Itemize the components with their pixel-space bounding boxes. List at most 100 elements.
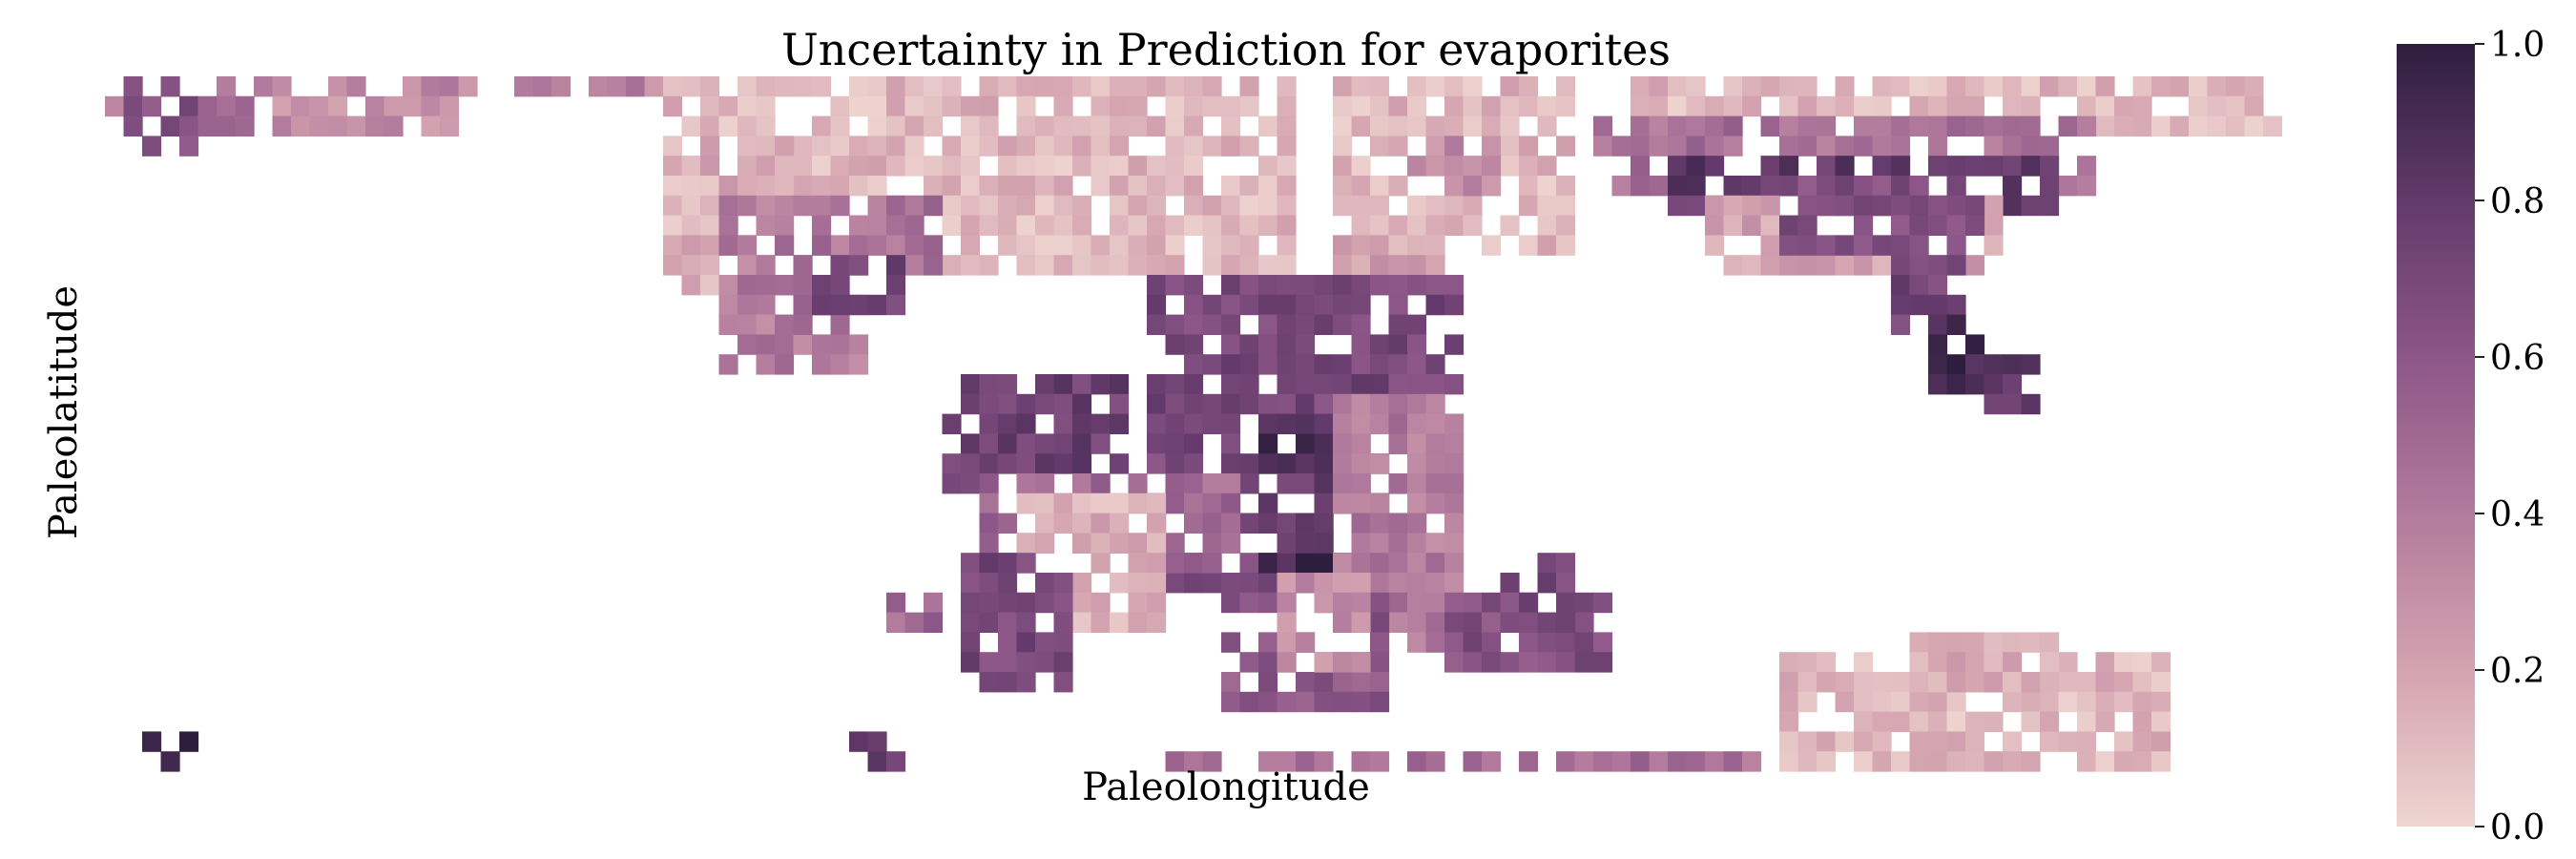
heatmap-cell — [1333, 374, 1353, 395]
heatmap-cell — [718, 294, 738, 316]
heatmap-cell — [1388, 115, 1408, 136]
heatmap-cell — [1277, 314, 1297, 335]
heatmap-cell — [1035, 374, 1055, 395]
heatmap-cell — [1221, 314, 1241, 335]
heatmap-cell — [1984, 156, 2004, 177]
heatmap-cell — [1500, 612, 1520, 633]
heatmap-cell — [1537, 176, 1557, 197]
heatmap-cell — [1444, 115, 1465, 136]
heatmap-cell — [1928, 195, 1948, 217]
heatmap-cell — [1351, 115, 1371, 136]
heatmap-cell — [1705, 195, 1725, 217]
heatmap-cell — [1110, 413, 1130, 434]
heatmap-cell — [1258, 413, 1278, 434]
heatmap-cell — [1797, 95, 1818, 117]
heatmap-cell — [1928, 354, 1948, 375]
heatmap-cell — [1184, 195, 1204, 217]
heatmap-cell — [197, 115, 218, 136]
heatmap-cell — [1258, 156, 1278, 177]
heatmap-cell — [2021, 76, 2041, 97]
heatmap-cell — [1147, 433, 1167, 454]
heatmap-cell — [1649, 136, 1669, 157]
heatmap-cell — [1221, 691, 1241, 713]
heatmap-cell — [1165, 115, 1185, 136]
heatmap-cell — [235, 115, 255, 136]
heatmap-cell — [1779, 235, 1799, 256]
heatmap-cell — [1407, 334, 1427, 355]
heatmap-cell — [1128, 473, 1148, 494]
heatmap-cell — [291, 95, 311, 117]
heatmap-cell — [1258, 513, 1278, 534]
heatmap-cell — [1016, 533, 1036, 554]
heatmap-cell — [961, 433, 981, 454]
heatmap-cell — [1239, 652, 1259, 673]
heatmap-cell — [1946, 195, 1966, 217]
heatmap-cell — [1165, 275, 1185, 296]
heatmap-cell — [1705, 156, 1725, 177]
heatmap-cell — [1854, 176, 1874, 197]
heatmap-cell — [756, 156, 776, 177]
heatmap-cell — [1537, 553, 1557, 574]
heatmap-cell — [1333, 473, 1353, 494]
heatmap-cell — [1686, 195, 1706, 217]
heatmap-cell — [1891, 255, 1911, 276]
heatmap-cell — [1035, 453, 1055, 474]
heatmap-cell — [1388, 95, 1408, 117]
heatmap-cell — [1314, 691, 1334, 713]
heatmap-cell — [1296, 553, 1316, 574]
heatmap-cell — [2003, 672, 2023, 693]
heatmap-cell — [1797, 691, 1818, 713]
heatmap-cell — [2226, 76, 2246, 97]
heatmap-cell — [384, 95, 404, 117]
heatmap-cell — [700, 195, 720, 217]
heatmap-cell — [2003, 156, 2023, 177]
heatmap-cell — [1221, 215, 1241, 236]
heatmap-cell — [1110, 513, 1130, 534]
heatmap-cell — [867, 156, 887, 177]
heatmap-cell — [1296, 672, 1316, 693]
heatmap-cell — [1351, 691, 1371, 713]
heatmap-cell — [1705, 751, 1725, 772]
heatmap-cell — [2003, 95, 2023, 117]
heatmap-cell — [793, 156, 813, 177]
heatmap-cell — [1370, 672, 1390, 693]
heatmap-cell — [403, 76, 423, 97]
heatmap-cell — [2132, 751, 2152, 772]
heatmap-cell — [867, 115, 887, 136]
heatmap-cell — [1053, 433, 1073, 454]
heatmap-cell — [1909, 195, 1929, 217]
heatmap-cell — [1519, 592, 1539, 614]
heatmap-cell — [700, 136, 720, 157]
heatmap-cell — [1147, 235, 1167, 256]
heatmap-cell — [886, 751, 906, 772]
heatmap-cell — [830, 255, 850, 276]
heatmap-cell — [2151, 711, 2171, 732]
heatmap-cell — [1928, 751, 1948, 772]
heatmap-cell — [1946, 294, 1966, 316]
heatmap-cell — [681, 176, 701, 197]
heatmap-cell — [1482, 751, 1502, 772]
heatmap-cell — [1407, 314, 1427, 335]
heatmap-cell — [1556, 553, 1576, 574]
heatmap-cell — [1165, 393, 1185, 415]
heatmap-cell — [1333, 453, 1353, 474]
heatmap-cell — [1128, 95, 1148, 117]
heatmap-cell — [1388, 612, 1408, 633]
heatmap-cell — [1258, 314, 1278, 335]
heatmap-cell — [1574, 592, 1594, 614]
heatmap-cell — [756, 314, 776, 335]
heatmap-cell — [1314, 492, 1334, 514]
heatmap-cell — [756, 95, 776, 117]
heatmap-cell — [1184, 553, 1204, 574]
heatmap-cell — [1500, 136, 1520, 157]
heatmap-cell — [793, 294, 813, 316]
heatmap-cell — [1277, 235, 1297, 256]
heatmap-cell — [2003, 136, 2023, 157]
heatmap-cell — [1333, 235, 1353, 256]
heatmap-cell — [2021, 354, 2041, 375]
heatmap-cell — [812, 195, 832, 217]
heatmap-cell — [961, 453, 981, 474]
heatmap-cell — [1165, 413, 1185, 434]
heatmap-cell — [1016, 76, 1036, 97]
heatmap-cell — [1444, 513, 1465, 534]
